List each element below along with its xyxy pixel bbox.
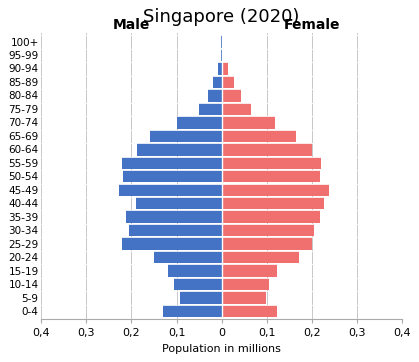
X-axis label: Population in millions: Population in millions bbox=[162, 344, 281, 354]
Bar bbox=[222, 184, 329, 196]
Bar bbox=[222, 76, 234, 88]
Bar bbox=[150, 130, 222, 142]
Bar bbox=[137, 143, 222, 156]
Bar bbox=[222, 237, 312, 250]
Bar bbox=[218, 62, 222, 75]
Bar bbox=[126, 210, 222, 223]
Bar bbox=[163, 305, 222, 317]
Bar bbox=[222, 210, 320, 223]
Bar bbox=[222, 197, 324, 209]
Bar bbox=[222, 103, 251, 115]
Bar bbox=[136, 197, 222, 209]
Bar bbox=[119, 184, 222, 196]
Bar bbox=[168, 264, 222, 277]
Text: Male: Male bbox=[113, 18, 150, 32]
Bar bbox=[222, 305, 277, 317]
Bar bbox=[208, 89, 222, 102]
Bar bbox=[222, 143, 312, 156]
Bar bbox=[214, 76, 222, 88]
Text: Female: Female bbox=[284, 18, 340, 32]
Bar bbox=[221, 35, 222, 48]
Title: Singapore (2020): Singapore (2020) bbox=[143, 8, 300, 26]
Bar bbox=[122, 157, 222, 169]
Bar bbox=[123, 170, 222, 182]
Bar bbox=[174, 278, 222, 290]
Bar bbox=[222, 251, 299, 263]
Bar bbox=[122, 237, 222, 250]
Bar bbox=[222, 291, 266, 304]
Bar bbox=[222, 49, 223, 61]
Bar bbox=[222, 224, 314, 236]
Bar bbox=[199, 103, 222, 115]
Bar bbox=[222, 62, 228, 75]
Bar bbox=[222, 130, 296, 142]
Bar bbox=[222, 35, 223, 48]
Bar bbox=[129, 224, 222, 236]
Bar bbox=[222, 170, 320, 182]
Bar bbox=[222, 89, 241, 102]
Bar bbox=[222, 264, 277, 277]
Bar bbox=[221, 49, 222, 61]
Bar bbox=[176, 116, 222, 129]
Bar bbox=[222, 278, 269, 290]
Bar bbox=[180, 291, 222, 304]
Bar bbox=[154, 251, 222, 263]
Bar bbox=[222, 116, 275, 129]
Bar bbox=[222, 157, 321, 169]
